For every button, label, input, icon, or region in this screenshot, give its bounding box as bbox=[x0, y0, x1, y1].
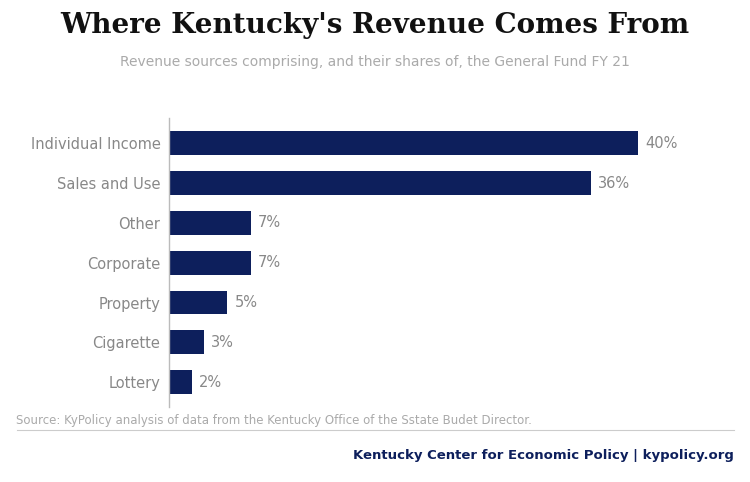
Text: Where Kentucky's Revenue Comes From: Where Kentucky's Revenue Comes From bbox=[61, 12, 689, 39]
Bar bbox=[169, 251, 251, 275]
Bar bbox=[169, 370, 192, 394]
Text: Revenue sources comprising, and their shares of, the General Fund FY 21: Revenue sources comprising, and their sh… bbox=[120, 55, 630, 69]
Bar bbox=[169, 171, 591, 195]
Text: 40%: 40% bbox=[645, 136, 678, 151]
Bar bbox=[169, 131, 638, 155]
Text: 7%: 7% bbox=[258, 255, 281, 270]
Bar bbox=[169, 291, 227, 314]
Text: 2%: 2% bbox=[200, 375, 223, 389]
Text: 3%: 3% bbox=[211, 335, 234, 350]
Text: 7%: 7% bbox=[258, 215, 281, 230]
Text: 36%: 36% bbox=[598, 175, 631, 190]
Text: 5%: 5% bbox=[235, 295, 257, 310]
Text: Source: KyPolicy analysis of data from the Kentucky Office of the Sstate Budet D: Source: KyPolicy analysis of data from t… bbox=[16, 414, 532, 427]
Bar bbox=[169, 211, 251, 235]
Text: Kentucky Center for Economic Policy | kypolicy.org: Kentucky Center for Economic Policy | ky… bbox=[352, 449, 734, 462]
Bar bbox=[169, 330, 204, 354]
